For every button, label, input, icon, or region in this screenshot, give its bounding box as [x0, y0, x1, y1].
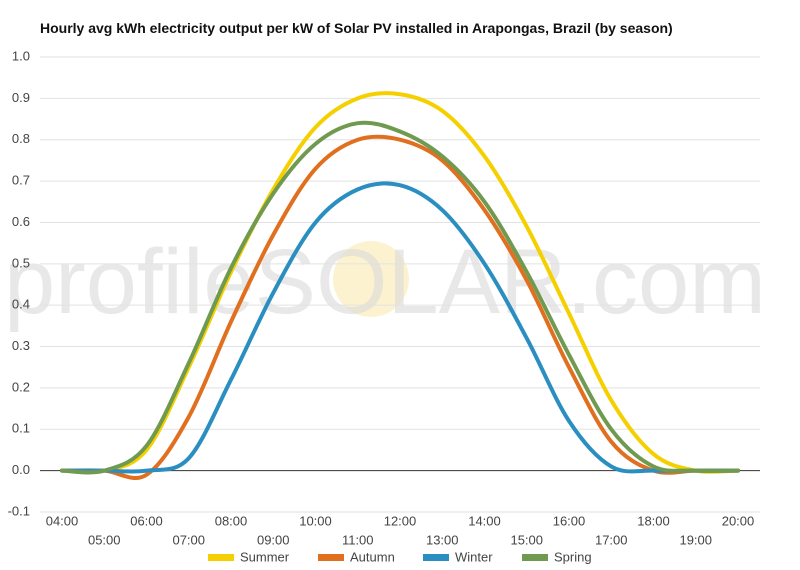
x-tick-label: 07:00: [172, 532, 205, 547]
legend-label: Autumn: [350, 549, 395, 564]
legend-label: Spring: [554, 549, 592, 564]
series-line: [60, 134, 740, 480]
x-tick-label: 04:00: [46, 513, 79, 528]
y-tick-label: 0.7: [12, 173, 30, 188]
x-tick-label: 06:00: [130, 513, 163, 528]
x-tick-label: 15:00: [510, 532, 543, 547]
watermark: profileSOLAR.com: [4, 231, 766, 333]
x-tick-label: 18:00: [637, 513, 670, 528]
legend-swatch: [522, 554, 548, 561]
legend-swatch: [208, 554, 234, 561]
x-tick-label: 16:00: [553, 513, 586, 528]
y-tick-label: -0.1: [8, 503, 30, 518]
y-tick-label: 0.1: [12, 421, 30, 436]
legend-swatch: [423, 554, 449, 561]
y-tick-label: 0.3: [12, 338, 30, 353]
y-tick-label: 0.6: [12, 214, 30, 229]
x-tick-label: 09:00: [257, 532, 290, 547]
x-tick-label: 14:00: [468, 513, 501, 528]
series-line: [60, 120, 740, 475]
y-tick-label: 0.2: [12, 379, 30, 394]
legend-swatch: [318, 554, 344, 561]
y-tick-label: 1.0: [12, 48, 30, 63]
x-tick-label: 10:00: [299, 513, 332, 528]
x-tick-label: 20:00: [722, 513, 755, 528]
y-tick-label: 0.0: [12, 462, 30, 477]
x-tick-label: 13:00: [426, 532, 459, 547]
legend-label: Summer: [240, 549, 290, 564]
series-line: [60, 181, 740, 474]
x-tick-label: 19:00: [679, 532, 712, 547]
watermark-sun: [333, 241, 409, 317]
y-tick-label: 0.4: [12, 297, 30, 312]
y-tick-label: 0.9: [12, 90, 30, 105]
y-tick-label: 0.8: [12, 131, 30, 146]
x-tick-label: 12:00: [384, 513, 417, 528]
chart-title: Hourly avg kWh electricity output per kW…: [40, 20, 673, 36]
x-tick-label: 08:00: [215, 513, 248, 528]
y-tick-label: 0.5: [12, 255, 30, 270]
x-tick-label: 17:00: [595, 532, 628, 547]
legend-label: Winter: [455, 549, 493, 564]
x-tick-label: 05:00: [88, 532, 121, 547]
x-tick-label: 11:00: [342, 532, 374, 547]
